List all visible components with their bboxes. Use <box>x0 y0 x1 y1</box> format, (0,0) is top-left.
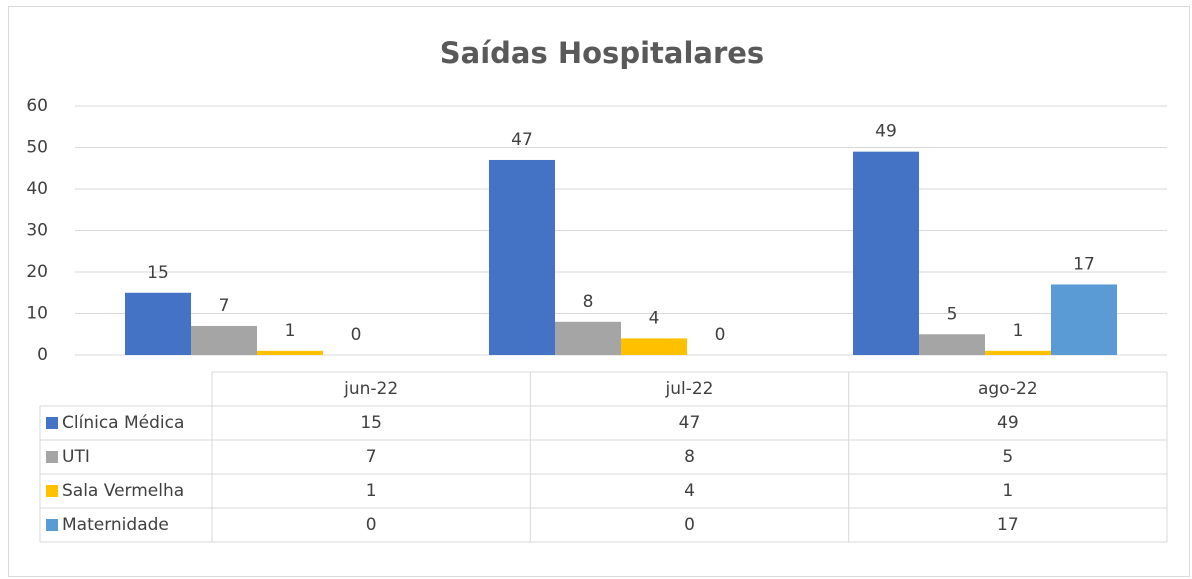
legend-label: Clínica Médica <box>62 413 184 433</box>
bar <box>191 325 257 355</box>
data-label: 49 <box>875 122 897 142</box>
data-label: 15 <box>147 263 169 283</box>
table-cell: 0 <box>684 515 695 535</box>
bar <box>125 292 191 355</box>
bar <box>621 338 687 355</box>
bar <box>1051 284 1117 355</box>
table-cell: 1 <box>366 481 377 501</box>
y-tick-label: 0 <box>37 345 48 365</box>
table-cell: 15 <box>360 413 382 433</box>
data-label: 0 <box>715 325 726 345</box>
legend-label: Sala Vermelha <box>62 481 184 501</box>
bar <box>853 151 919 355</box>
y-tick-label: 60 <box>26 96 48 116</box>
y-tick-label: 40 <box>26 179 48 199</box>
data-label: 17 <box>1073 254 1095 274</box>
table-cell: 0 <box>366 515 377 535</box>
y-tick-label: 10 <box>26 304 48 324</box>
legend-key <box>46 485 58 497</box>
table-cell: 47 <box>679 413 701 433</box>
bar <box>985 350 1051 355</box>
chart-frame <box>8 6 1190 577</box>
data-label: 1 <box>285 321 296 341</box>
legend-key <box>46 519 58 531</box>
data-label: 0 <box>351 325 362 345</box>
table-header: jul-22 <box>665 379 714 399</box>
data-label: 1 <box>1013 321 1024 341</box>
data-label: 8 <box>583 292 594 312</box>
data-label: 5 <box>947 304 958 324</box>
bar <box>257 350 323 355</box>
bar <box>919 334 985 355</box>
table-cell: 17 <box>997 515 1019 535</box>
legend-label: UTI <box>62 447 90 467</box>
table-cell: 49 <box>997 413 1019 433</box>
bar <box>489 159 555 355</box>
y-tick-label: 50 <box>26 138 48 158</box>
y-tick-label: 30 <box>26 221 48 241</box>
bar <box>555 321 621 355</box>
data-label: 7 <box>219 296 230 316</box>
table-header: jun-22 <box>343 379 398 399</box>
table-cell: 1 <box>1002 481 1013 501</box>
y-tick-label: 20 <box>26 262 48 282</box>
legend-key <box>46 417 58 429</box>
table-cell: 5 <box>1002 447 1013 467</box>
table-cell: 4 <box>684 481 695 501</box>
data-label: 4 <box>649 308 660 328</box>
table-cell: 8 <box>684 447 695 467</box>
legend-key <box>46 451 58 463</box>
table-cell: 7 <box>366 447 377 467</box>
data-label: 47 <box>511 130 533 150</box>
table-header: ago-22 <box>978 379 1038 399</box>
legend-label: Maternidade <box>62 515 169 535</box>
chart-title: Saídas Hospitalares <box>440 36 764 70</box>
